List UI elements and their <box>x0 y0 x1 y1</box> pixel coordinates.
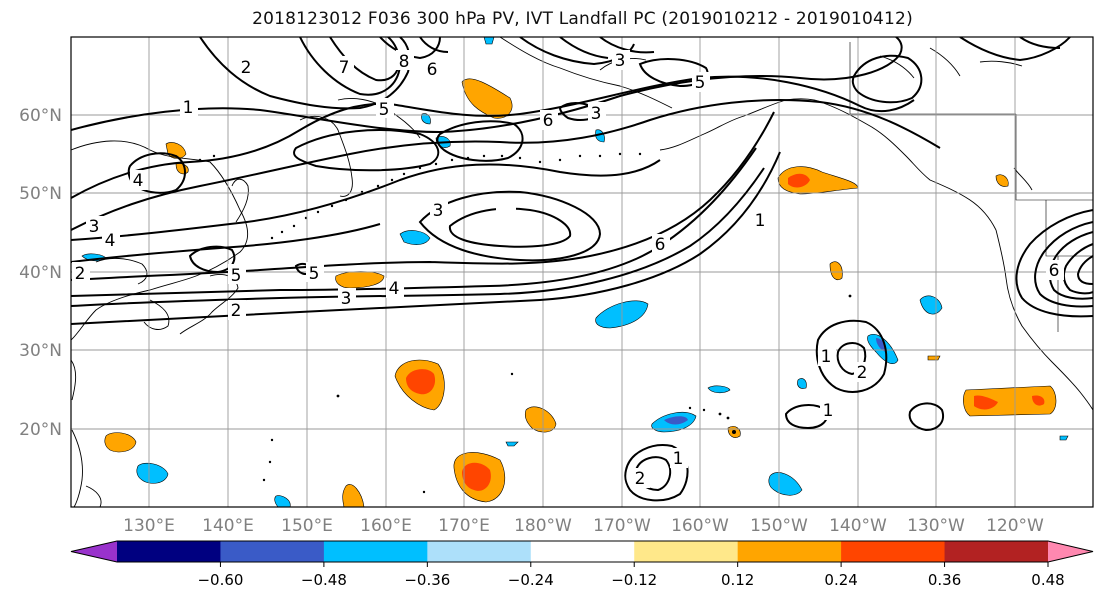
colorbar-tick-label: 0.36 <box>928 571 961 589</box>
contour-label: 1 <box>183 98 194 118</box>
lat-label-30n: 30°N <box>19 341 62 361</box>
latitude-labels: 60°N 50°N 40°N 30°N 20°N <box>19 106 62 440</box>
contour-label: 3 <box>615 51 626 71</box>
lat-label-50n: 50°N <box>19 184 62 204</box>
colorbar-tick-label: −0.60 <box>197 571 243 589</box>
contour-label: 6 <box>1049 261 1060 281</box>
longitude-labels: 130°E 140°E 150°E 160°E 170°E 180°W 170°… <box>123 516 1044 536</box>
contour-label: 3 <box>433 201 444 221</box>
lon-label-140w: 140°W <box>829 516 887 536</box>
contour-label: 4 <box>105 231 116 251</box>
islands <box>198 152 852 494</box>
lon-label-130e: 130°E <box>123 516 175 536</box>
contour-label: 2 <box>75 264 86 284</box>
colorbar-tick-label: 0.48 <box>1031 571 1064 589</box>
lon-label-170w: 170°W <box>593 516 651 536</box>
contour-label: 5 <box>309 264 320 284</box>
contour-label: 8 <box>399 52 410 72</box>
contour-label: 1 <box>821 347 832 367</box>
colorbar-tick-label: 0.12 <box>721 571 754 589</box>
contour-label: 6 <box>427 60 438 80</box>
lon-label-150e: 150°E <box>281 516 333 536</box>
contour-label: 1 <box>673 449 684 469</box>
contour-label: 3 <box>341 289 352 309</box>
contour-label: 5 <box>379 100 390 120</box>
contour-labels: 2 1 7 8 6 5 3 3 5 6 4 3 4 2 6 1 5 3 4 2 … <box>72 50 1064 489</box>
contour-label: 2 <box>635 469 646 489</box>
colorbar-segment <box>427 541 532 562</box>
colorbar-tick-label: −0.24 <box>508 571 554 589</box>
lon-label-140e: 140°E <box>202 516 254 536</box>
colorbar-segment <box>117 541 221 562</box>
warm-anomalies <box>104 78 1057 507</box>
lon-label-120w: 120°W <box>986 516 1044 536</box>
contour-label: 1 <box>755 211 766 231</box>
contour-label: 6 <box>543 111 554 131</box>
contour-label: 6 <box>655 235 666 255</box>
colorbar: −0.60 −0.48 −0.36 −0.24 −0.12 0.12 0.24 0.36 0.4… <box>70 540 1094 589</box>
colorbar-segment <box>220 541 325 562</box>
contour-label: 4 <box>133 171 144 191</box>
colorbar-tick-label: −0.36 <box>404 571 450 589</box>
contour-label: 3 <box>89 217 100 237</box>
contour-label: 5 <box>231 266 242 286</box>
contour-label: 2 <box>241 58 252 78</box>
lon-label-160w: 160°W <box>671 516 729 536</box>
lat-label-20n: 20°N <box>19 420 62 440</box>
lon-label-160e: 160°E <box>360 516 412 536</box>
lat-label-40n: 40°N <box>19 263 62 283</box>
colorbar-segment <box>737 541 842 562</box>
colorbar-segment <box>323 541 428 562</box>
colorbar-tick-label: 0.24 <box>824 571 857 589</box>
lat-label-60n: 60°N <box>19 106 62 126</box>
lon-label-150w: 150°W <box>750 516 808 536</box>
map-frame <box>70 36 1094 508</box>
colorbar-segment <box>944 541 1049 562</box>
colorbar-segment <box>841 541 946 562</box>
colorbar-segment <box>530 541 635 562</box>
colorbar-extend-high <box>1048 541 1093 562</box>
colorbar-extend-low <box>71 541 117 562</box>
contour-label: 4 <box>389 279 400 299</box>
lon-label-130w: 130°W <box>907 516 965 536</box>
figure-title: 2018123012 F036 300 hPa PV, IVT Landfall… <box>252 9 913 29</box>
contour-label: 7 <box>339 58 350 78</box>
colorbar-segment <box>634 541 739 562</box>
contour-label: 2 <box>857 363 868 383</box>
lon-label-170e: 170°E <box>438 516 490 536</box>
cool-anomalies <box>81 37 1069 507</box>
lon-label-180w: 180°W <box>514 516 572 536</box>
colorbar-tick-label: −0.12 <box>611 571 657 589</box>
contour-label: 3 <box>591 104 602 124</box>
contour-label: 2 <box>231 301 242 321</box>
colorbar-tick-label: −0.48 <box>301 571 347 589</box>
contour-label: 5 <box>695 73 706 93</box>
contour-label: 1 <box>823 401 834 421</box>
